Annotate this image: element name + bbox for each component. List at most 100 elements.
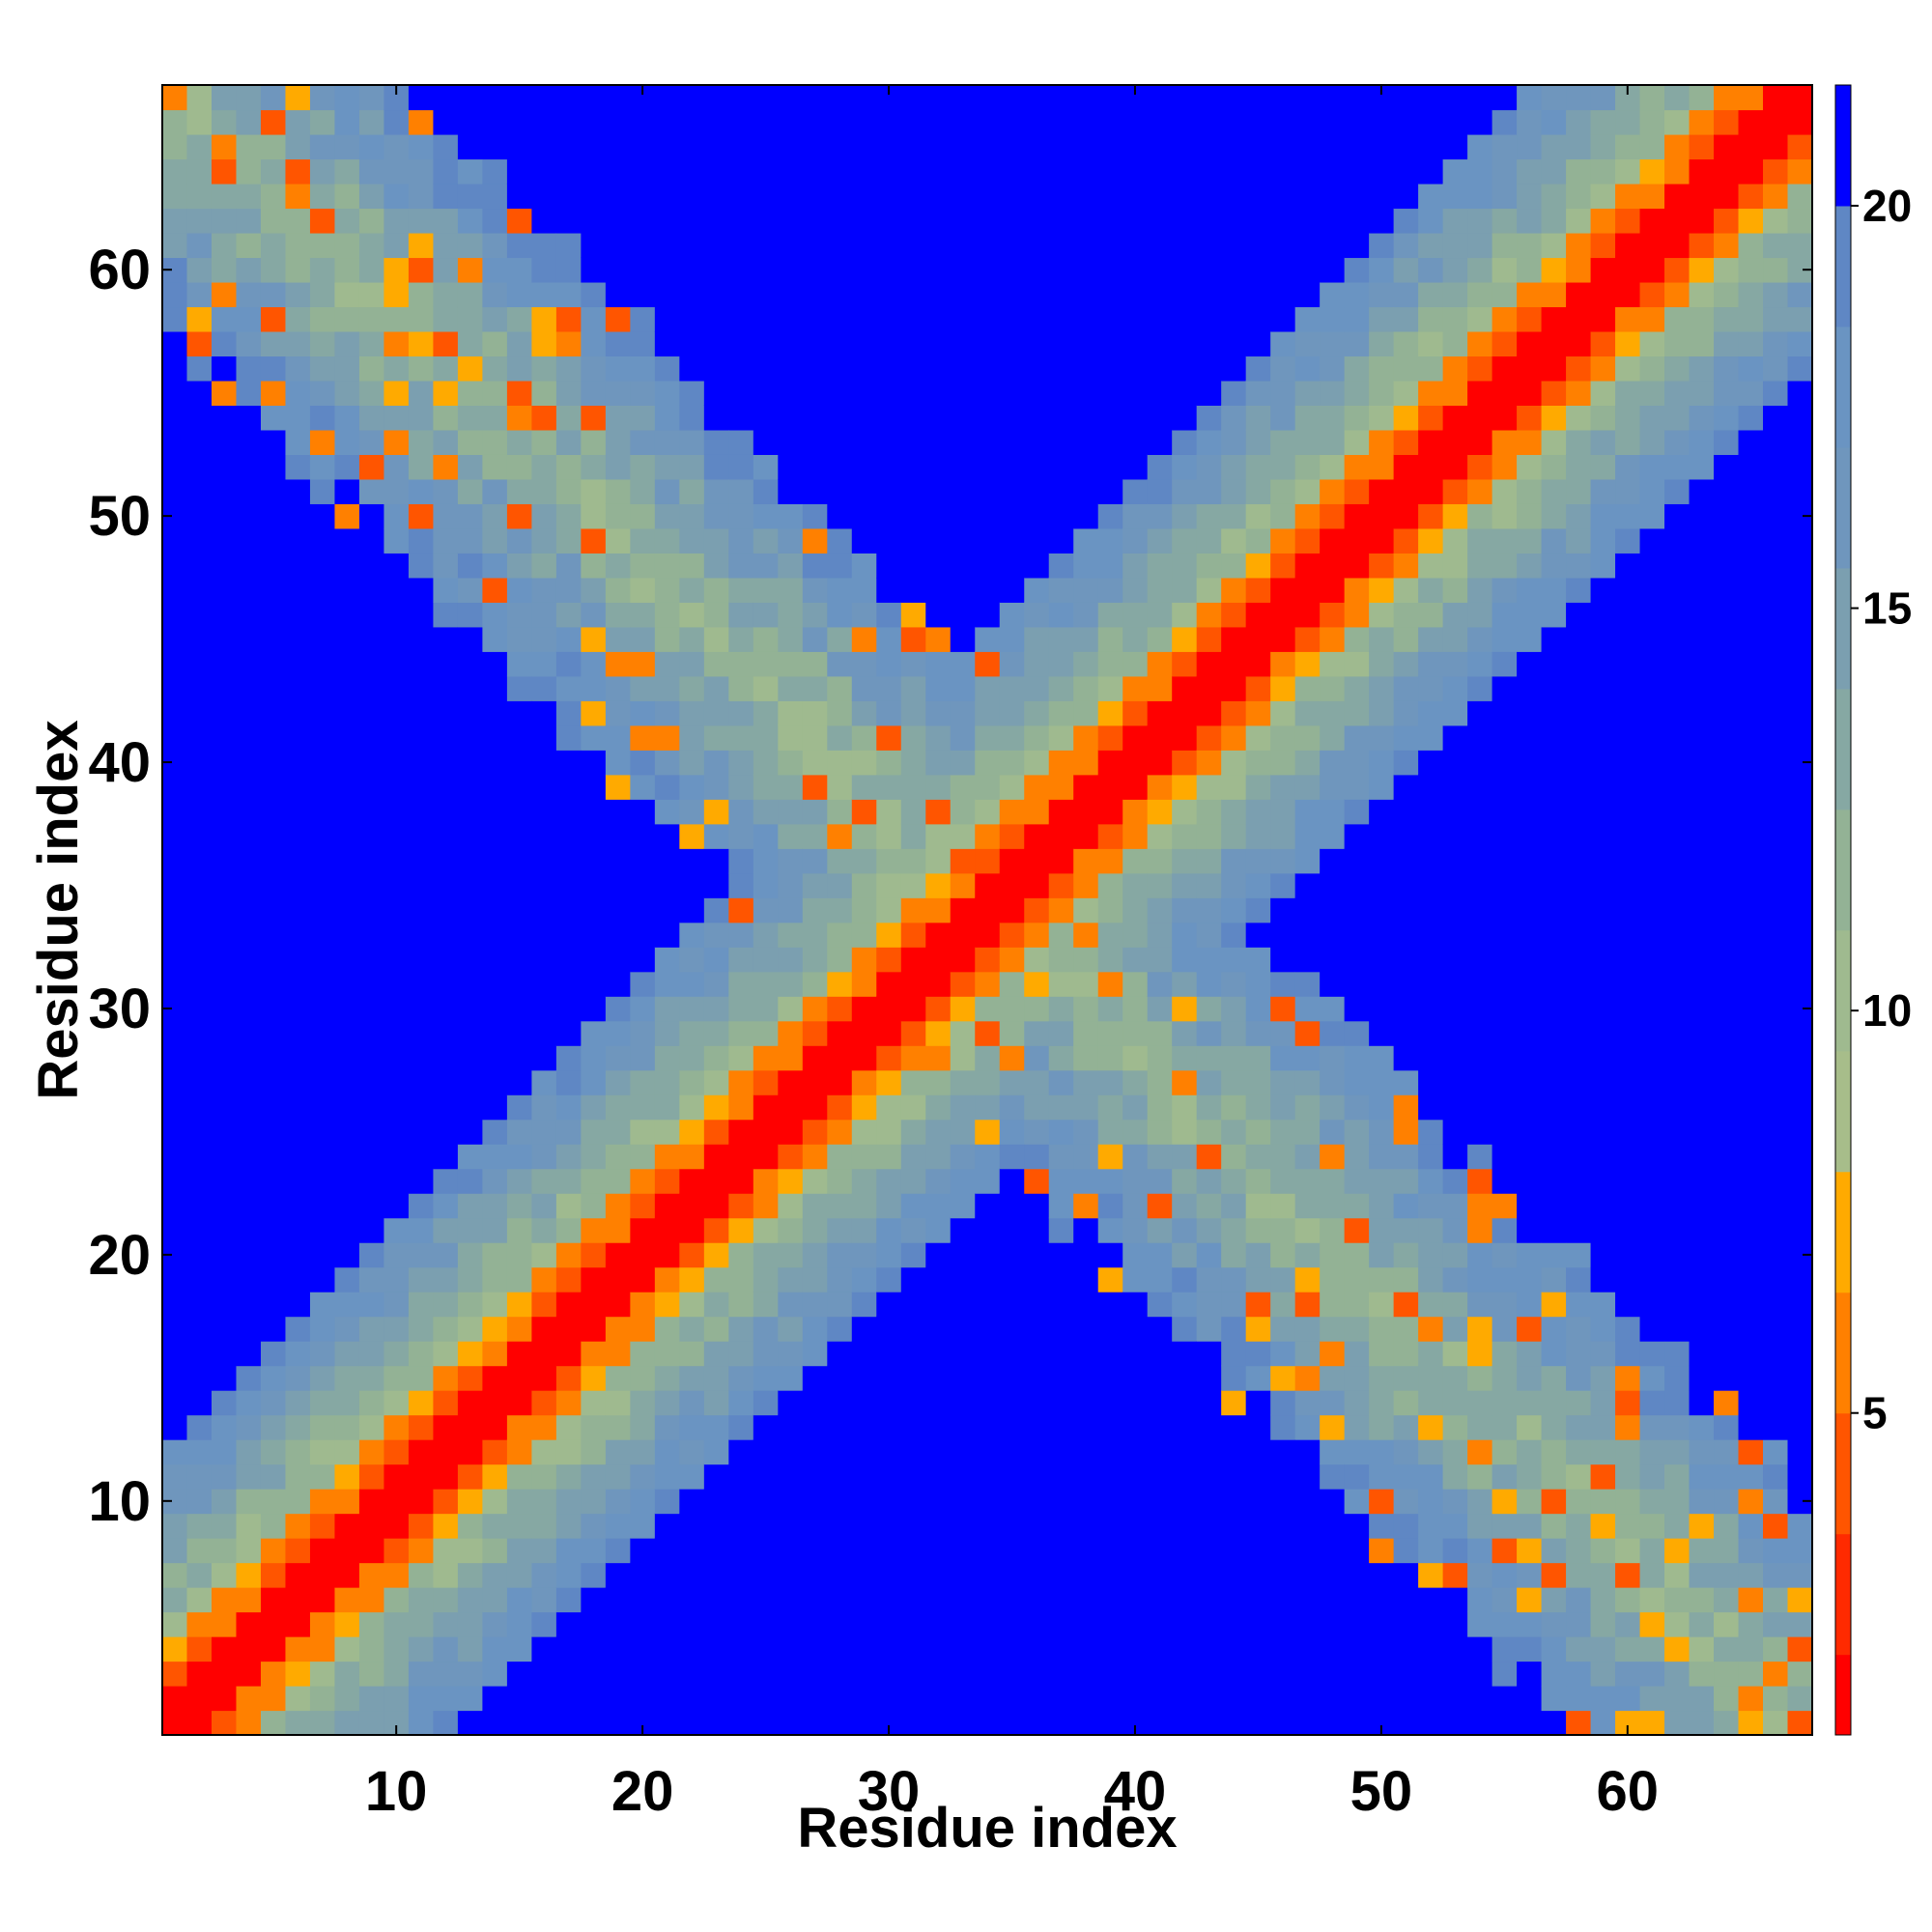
heatmap-cell	[1418, 1538, 1444, 1564]
heatmap-cell	[581, 1686, 607, 1712]
heatmap-cell	[162, 799, 188, 825]
heatmap-cell	[1664, 1463, 1690, 1490]
heatmap-cell	[1689, 1341, 1715, 1367]
heatmap-cell	[1714, 405, 1740, 431]
heatmap-cell	[581, 651, 607, 677]
heatmap-cell	[1442, 750, 1468, 776]
heatmap-cell	[1763, 478, 1789, 504]
heatmap-cell	[1639, 1587, 1665, 1613]
heatmap-cell	[162, 208, 188, 234]
heatmap-cell	[679, 1341, 705, 1367]
heatmap-cell	[1517, 1710, 1543, 1736]
heatmap-cell	[334, 750, 360, 776]
heatmap-cell	[581, 1045, 607, 1071]
heatmap-cell	[162, 454, 188, 480]
heatmap-cell	[778, 429, 804, 455]
heatmap-cell	[1270, 1439, 1296, 1465]
heatmap-cell	[1147, 1636, 1173, 1662]
heatmap-cell	[1221, 897, 1247, 923]
heatmap-cell	[1048, 799, 1074, 825]
heatmap-cell	[1418, 1094, 1444, 1121]
heatmap-cell	[1714, 355, 1740, 382]
heatmap-cell	[1097, 1562, 1123, 1588]
heatmap-cell	[1369, 380, 1395, 406]
heatmap-cell	[950, 651, 976, 677]
heatmap-cell	[506, 1316, 532, 1342]
heatmap-cell	[999, 1292, 1025, 1318]
heatmap-cell	[1689, 626, 1715, 652]
heatmap-cell	[1738, 1341, 1764, 1367]
heatmap-cell	[605, 602, 631, 628]
heatmap-cell	[1221, 109, 1247, 135]
heatmap-cell	[1442, 1463, 1468, 1490]
heatmap-cell	[1738, 947, 1764, 973]
heatmap-cell	[1639, 1710, 1665, 1736]
heatmap-cell	[531, 1587, 557, 1613]
heatmap-cell	[703, 527, 729, 554]
heatmap-cell	[334, 380, 360, 406]
heatmap-cell	[876, 1168, 902, 1194]
heatmap-cell	[457, 872, 483, 898]
heatmap-cell	[975, 651, 1001, 677]
heatmap-cell	[1615, 355, 1641, 382]
heatmap-cell	[1492, 1562, 1518, 1588]
heatmap-cell	[236, 1316, 262, 1342]
heatmap-cell	[851, 675, 877, 701]
heatmap-cell	[236, 553, 262, 579]
heatmap-cell	[1787, 651, 1813, 677]
heatmap-cell	[1787, 1661, 1813, 1687]
heatmap-cell	[1738, 1292, 1764, 1318]
heatmap-cell	[851, 208, 877, 234]
heatmap-cell	[1590, 1217, 1616, 1243]
heatmap-cell	[1221, 1390, 1247, 1416]
heatmap-cell	[1221, 1686, 1247, 1712]
heatmap-cell	[1122, 996, 1149, 1022]
heatmap-cell	[384, 897, 410, 923]
heatmap-cell	[1590, 208, 1616, 234]
heatmap-cell	[1048, 724, 1074, 751]
heatmap-cell	[433, 675, 459, 701]
heatmap-cell	[1172, 1439, 1198, 1465]
heatmap-cell	[900, 750, 926, 776]
heatmap-cell	[1763, 1119, 1789, 1145]
heatmap-cell	[802, 1439, 828, 1465]
heatmap-cell	[1172, 1341, 1198, 1367]
heatmap-cell	[358, 675, 385, 701]
heatmap-cell	[384, 232, 410, 259]
heatmap-cell	[975, 527, 1001, 554]
heatmap-cell	[1097, 700, 1123, 726]
heatmap-cell	[1664, 109, 1690, 135]
heatmap-cell	[876, 1390, 902, 1416]
heatmap-cell	[433, 1611, 459, 1637]
heatmap-cell	[1172, 1562, 1198, 1588]
heatmap-cell	[1294, 1390, 1321, 1416]
heatmap-cell	[581, 799, 607, 825]
heatmap-cell	[457, 1193, 483, 1219]
heatmap-cell	[1270, 158, 1296, 185]
heatmap-cell	[679, 947, 705, 973]
heatmap-cell	[827, 1513, 853, 1539]
heatmap-cell	[1639, 1365, 1665, 1391]
heatmap-cell	[1245, 971, 1271, 997]
heatmap-cell	[408, 1266, 435, 1293]
heatmap-cell	[679, 1217, 705, 1243]
heatmap-cell	[285, 503, 311, 529]
heatmap-cell	[1344, 922, 1370, 948]
heatmap-cell	[506, 897, 532, 923]
heatmap-cell	[162, 1365, 188, 1391]
heatmap-cell	[703, 380, 729, 406]
heatmap-cell	[1147, 947, 1173, 973]
heatmap-cell	[802, 922, 828, 948]
heatmap-cell	[975, 330, 1001, 357]
heatmap-cell	[1467, 774, 1493, 800]
heatmap-cell	[728, 109, 754, 135]
heatmap-cell	[1320, 947, 1346, 973]
heatmap-cell	[1738, 1661, 1764, 1687]
heatmap-cell	[1639, 774, 1665, 800]
heatmap-cell	[1147, 1292, 1173, 1318]
heatmap-cell	[654, 1463, 680, 1490]
heatmap-cell	[1418, 1316, 1444, 1342]
heatmap-cell	[531, 1538, 557, 1564]
heatmap-cell	[1442, 1365, 1468, 1391]
heatmap-cell	[728, 257, 754, 283]
